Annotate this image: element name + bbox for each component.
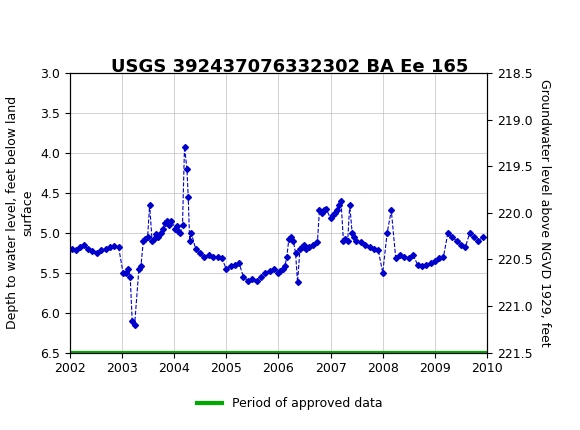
Text: USGS 392437076332302 BA Ee 165: USGS 392437076332302 BA Ee 165 <box>111 58 469 76</box>
Y-axis label: Groundwater level above NGVD 1929, feet: Groundwater level above NGVD 1929, feet <box>538 79 551 347</box>
Y-axis label: Depth to water level, feet below land
surface: Depth to water level, feet below land su… <box>6 96 34 329</box>
Legend: Period of approved data: Period of approved data <box>192 392 388 415</box>
Text: ≡USGS: ≡USGS <box>6 16 64 35</box>
